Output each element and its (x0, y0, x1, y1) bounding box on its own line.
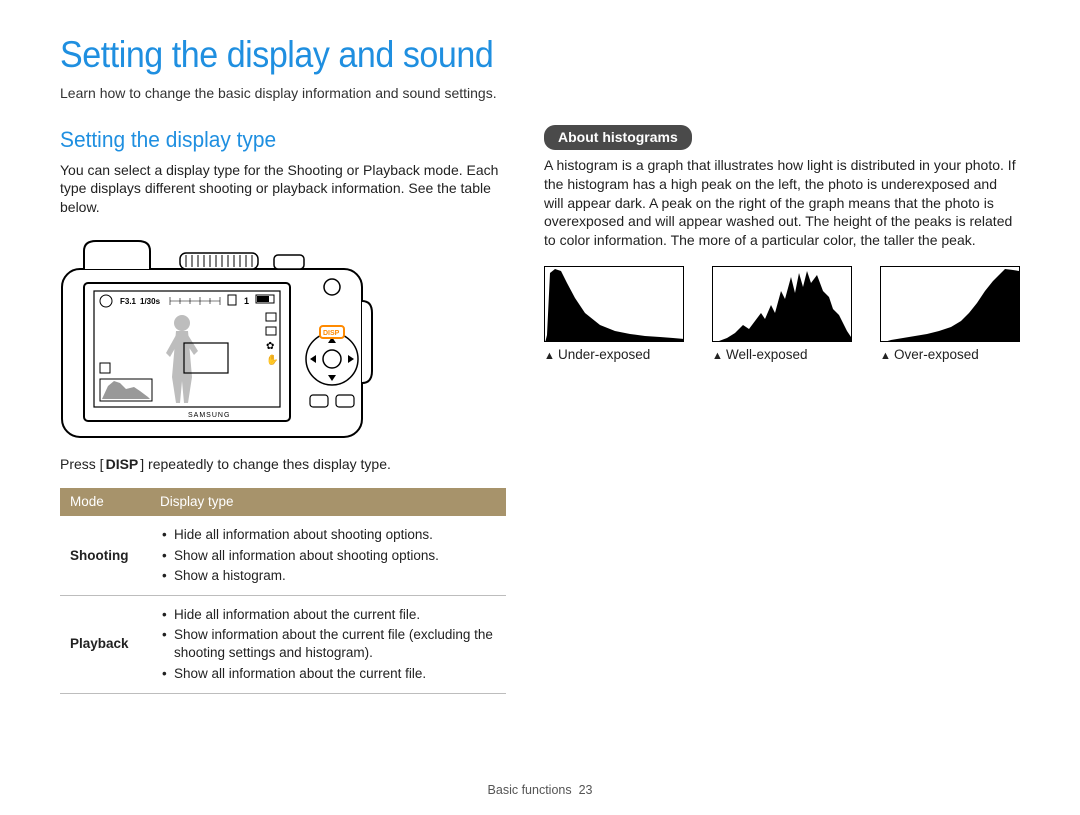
display-cell: Hide all information about the current f… (150, 595, 506, 693)
lcd-aperture: F3.1 (120, 297, 137, 306)
histogram-well: Well-exposed (712, 266, 852, 364)
hist-label: Over-exposed (880, 346, 1020, 364)
display-type-table: Mode Display type Shooting Hide all info… (60, 488, 506, 694)
table-row: Playback Hide all information about the … (60, 595, 506, 693)
svg-text:✋: ✋ (266, 353, 278, 366)
camera-svg: F3.1 1/30s 1 ✿ ✋ (60, 231, 380, 441)
disp-key: DISP (104, 455, 141, 474)
lcd-count: 1 (244, 296, 249, 306)
list-item: Show information about the current file … (160, 626, 496, 662)
list-item: Hide all information about the current f… (160, 606, 496, 624)
svg-text:✿: ✿ (266, 341, 274, 352)
histogram-under: Under-exposed (544, 266, 684, 364)
right-column: About histograms A histogram is a graph … (544, 125, 1020, 694)
th-mode: Mode (60, 488, 150, 516)
footer-section: Basic functions (488, 783, 572, 797)
columns: Setting the display type You can select … (60, 125, 1020, 694)
page-subtitle: Learn how to change the basic display in… (60, 84, 1020, 103)
camera-illustration: F3.1 1/30s 1 ✿ ✋ (60, 231, 506, 441)
list-item: Show a histogram. (160, 567, 496, 585)
left-column: Setting the display type You can select … (60, 125, 506, 694)
page-title: Setting the display and sound (60, 30, 943, 80)
mode-cell: Playback (60, 595, 150, 693)
press-instruction: Press [DISP] repeatedly to change thes d… (60, 455, 506, 474)
section-intro: You can select a display type for the Sh… (60, 161, 506, 218)
footer-page: 23 (579, 783, 593, 797)
svg-text:DISP: DISP (323, 330, 340, 337)
page-footer: Basic functions 23 (0, 782, 1080, 799)
press-pre: Press [ (60, 456, 104, 472)
hist-label: Under-exposed (544, 346, 684, 364)
histogram-row: Under-exposed Well-exposed Over-exposed (544, 266, 1020, 364)
press-post: ] repeatedly to change thes display type… (140, 456, 391, 472)
section-title: Setting the display type (60, 125, 484, 155)
hist-label: Well-exposed (712, 346, 852, 364)
th-display: Display type (150, 488, 506, 516)
lcd-brand: SAMSUNG (188, 412, 230, 419)
mode-cell: Shooting (60, 516, 150, 595)
histogram-body: A histogram is a graph that illustrates … (544, 156, 1020, 250)
display-cell: Hide all information about shooting opti… (150, 516, 506, 595)
list-item: Hide all information about shooting opti… (160, 526, 496, 544)
histogram-over: Over-exposed (880, 266, 1020, 364)
about-histograms-pill: About histograms (544, 125, 692, 150)
list-item: Show all information about shooting opti… (160, 547, 496, 565)
table-row: Shooting Hide all information about shoo… (60, 516, 506, 595)
list-item: Show all information about the current f… (160, 665, 496, 683)
lcd-shutter: 1/30s (140, 297, 161, 306)
